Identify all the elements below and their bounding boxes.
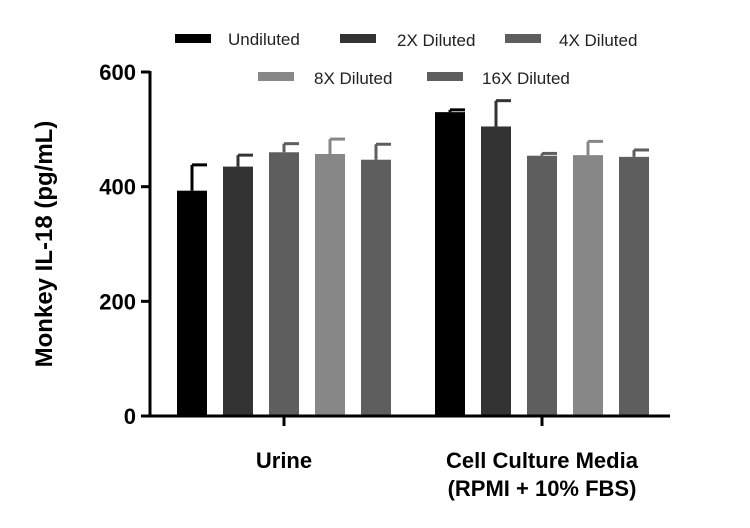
legend-swatch [340,34,376,43]
legend-swatch [505,34,541,43]
x-category-label: Cell Culture Media (RPMI + 10% FBS) [446,448,639,501]
bar [619,156,649,416]
bar [573,155,603,416]
legend-swatch [175,34,211,43]
bar [361,159,391,416]
error-bars [190,99,649,191]
y-tick-label: 200 [99,289,136,314]
legend-label: Undiluted [228,30,300,49]
legend-label: 4X Diluted [559,31,637,50]
legend-swatch [258,72,294,81]
bar [177,190,207,416]
bar [269,152,299,416]
y-axis-title: Monkey IL-18 (pg/mL) [31,121,58,368]
y-tick-label: 0 [124,404,136,429]
legend-label: 2X Diluted [397,31,475,50]
legend-swatch [427,72,463,81]
x-category-label: Urine [256,448,312,473]
x-category-label-line: Cell Culture Media [446,448,639,473]
bar [435,112,465,416]
bar [315,153,345,416]
bar [223,166,253,416]
bars [177,112,649,416]
legend: Undiluted 2X Diluted 4X Diluted 8X Diluted 1… [175,30,637,88]
axes: 0 200 400 600 Urine Cell Culture Media (RPMI +… [99,60,670,501]
legend-label: 16X Diluted [482,69,570,88]
y-tick-label: 600 [99,60,136,85]
x-category-label-line: Urine [256,448,312,473]
y-tick-label: 400 [99,175,136,200]
bar [527,155,557,416]
bar [481,126,511,416]
legend-label: 8X Diluted [314,69,392,88]
x-category-label-line: (RPMI + 10% FBS) [448,476,637,501]
